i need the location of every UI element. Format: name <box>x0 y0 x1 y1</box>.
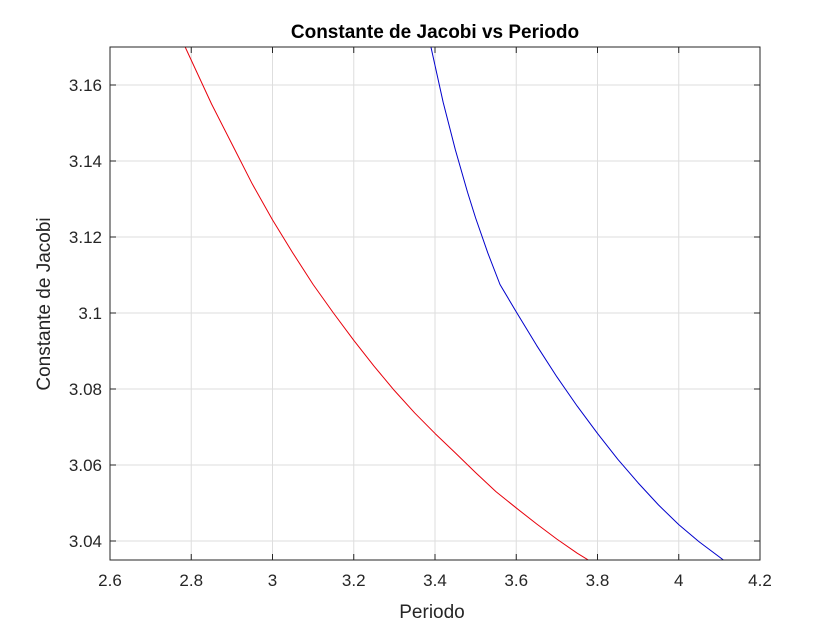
series-line-2 <box>430 47 724 560</box>
ticks: 2.6 2.8 3 3.2 3.4 3.6 3.8 4 4.2 3.04 3.06 3.08 3.1 3.… <box>69 47 772 590</box>
y-tick-label: 3.06 <box>69 456 102 475</box>
x-axis-label: Periodo <box>399 602 465 623</box>
x-tick-label: 3 <box>268 571 277 590</box>
grid <box>110 47 760 560</box>
y-axis-label: Constante de Jacobi <box>34 217 55 390</box>
y-tick-label: 3.12 <box>69 228 102 247</box>
series-line-1 <box>184 47 612 560</box>
y-tick-label: 3.14 <box>69 152 102 171</box>
series-lines <box>184 47 724 560</box>
y-tick-label: 3.08 <box>69 380 102 399</box>
x-tick-label: 2.8 <box>179 571 203 590</box>
x-tick-label: 4 <box>674 571 683 590</box>
x-tick-label: 2.6 <box>98 571 122 590</box>
y-tick-label: 3.16 <box>69 76 102 95</box>
chart-title: Constante de Jacobi vs Periodo <box>291 22 579 43</box>
x-tick-label: 4.2 <box>748 571 772 590</box>
x-tick-label: 3.4 <box>423 571 447 590</box>
y-tick-label: 3.1 <box>78 304 102 323</box>
y-tick-label: 3.04 <box>69 532 102 551</box>
x-tick-label: 3.2 <box>342 571 366 590</box>
x-tick-label: 3.8 <box>586 571 610 590</box>
x-tick-label: 3.6 <box>504 571 528 590</box>
